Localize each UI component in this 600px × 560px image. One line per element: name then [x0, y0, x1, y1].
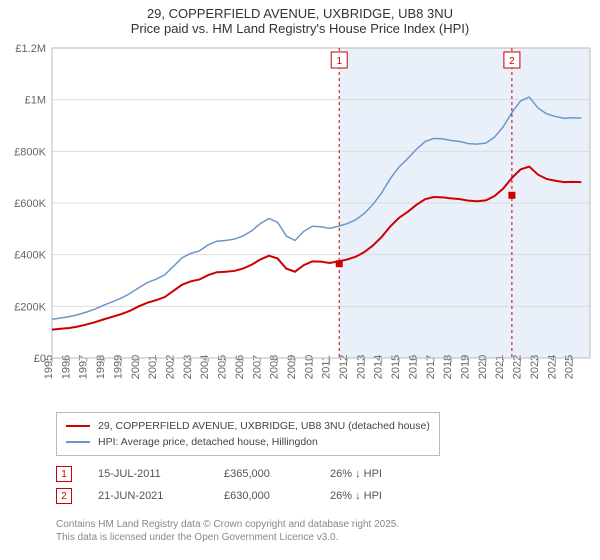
event-marker-date: 15-JUL-2011: [98, 468, 198, 480]
event-marker-price: £365,000: [224, 468, 304, 480]
event-marker-delta: 26% ↓ HPI: [330, 490, 382, 502]
legend-label: 29, COPPERFIELD AVENUE, UXBRIDGE, UB8 3N…: [98, 418, 430, 434]
page-title-line2: Price paid vs. HM Land Registry's House …: [10, 21, 590, 36]
svg-text:£600K: £600K: [14, 198, 46, 210]
event-marker-number: 2: [56, 488, 72, 504]
svg-text:£1.2M: £1.2M: [15, 43, 46, 55]
svg-text:1: 1: [336, 56, 342, 67]
svg-text:£400K: £400K: [14, 250, 46, 262]
copyright-line1: Contains HM Land Registry data © Crown c…: [56, 518, 572, 531]
svg-text:2: 2: [509, 56, 515, 67]
legend-label: HPI: Average price, detached house, Hill…: [98, 434, 318, 450]
legend-swatch: [66, 425, 90, 427]
legend-swatch: [66, 441, 90, 443]
svg-text:£1M: £1M: [25, 95, 46, 107]
event-marker-number: 1: [56, 466, 72, 482]
copyright-line2: This data is licensed under the Open Gov…: [56, 531, 572, 544]
event-marker-price: £630,000: [224, 490, 304, 502]
event-marker-date: 21-JUN-2021: [98, 490, 198, 502]
price-chart: £0£200K£400K£600K£800K£1M£1.2M1995199619…: [0, 38, 600, 408]
event-marker-row: 2 21-JUN-2021 £630,000 26% ↓ HPI: [56, 488, 572, 504]
event-marker-row: 1 15-JUL-2011 £365,000 26% ↓ HPI: [56, 466, 572, 482]
event-marker-delta: 26% ↓ HPI: [330, 468, 382, 480]
svg-text:2011: 2011: [321, 355, 333, 379]
legend-item: 29, COPPERFIELD AVENUE, UXBRIDGE, UB8 3N…: [66, 418, 430, 434]
legend: 29, COPPERFIELD AVENUE, UXBRIDGE, UB8 3N…: [56, 412, 440, 456]
svg-text:£800K: £800K: [14, 146, 46, 158]
event-marker-table: 1 15-JUL-2011 £365,000 26% ↓ HPI 2 21-JUN-202…: [56, 466, 572, 504]
svg-text:£200K: £200K: [14, 301, 46, 313]
legend-item: HPI: Average price, detached house, Hill…: [66, 434, 430, 450]
page-title-line1: 29, COPPERFIELD AVENUE, UXBRIDGE, UB8 3N…: [10, 6, 590, 21]
